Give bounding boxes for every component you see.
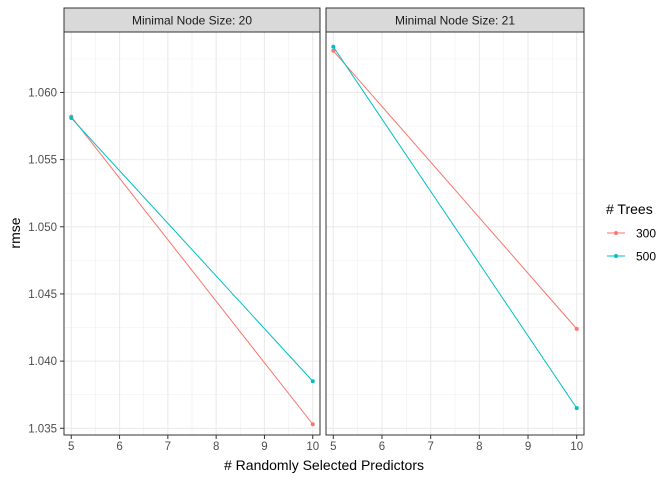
panel-1-series-line-300 bbox=[70, 116, 314, 425]
panel-node-size-20: Minimal Node Size: 20 5 6 7 8 9 10 bbox=[63, 7, 321, 453]
panel-1-grid bbox=[64, 32, 320, 435]
panel-1-x-tick-label-9: 9 bbox=[261, 441, 267, 453]
legend-key-point-300 bbox=[614, 231, 618, 235]
panel-2-point-500-x5 bbox=[331, 44, 336, 49]
panel-2-point-300-x10 bbox=[574, 326, 579, 331]
x-axis-title: # Randomly Selected Predictors bbox=[224, 457, 424, 473]
y-tick-label-1-035: 1.035 bbox=[28, 423, 57, 435]
legend-item-500: 500 bbox=[607, 250, 656, 264]
panel-1-point-300-x10 bbox=[310, 422, 315, 427]
y-tick-label-1-06: 1.060 bbox=[28, 87, 57, 99]
panel-2-strip bbox=[325, 7, 585, 33]
y-tick-label-1-04: 1.040 bbox=[28, 356, 57, 368]
panel-2-x-axis: 5 6 7 8 9 10 bbox=[330, 435, 583, 453]
panel-1-x-tick-label-5: 5 bbox=[68, 441, 74, 453]
panel-2-x-tick-label-5: 5 bbox=[330, 441, 336, 453]
panel-1-x-axis: 5 6 7 8 9 10 bbox=[68, 435, 319, 453]
panel-1-series-line-500 bbox=[70, 117, 314, 382]
panel-1-point-500-x5 bbox=[69, 115, 74, 120]
legend-label-500: 500 bbox=[636, 250, 656, 264]
panel-2-x-tick-label-9: 9 bbox=[525, 441, 531, 453]
panel-2-x-tick-label-8: 8 bbox=[476, 441, 482, 453]
legend: # Trees 300 500 bbox=[606, 201, 656, 264]
y-tick-label-1-05: 1.050 bbox=[28, 222, 57, 234]
panel-node-size-21: Minimal Node Size: 21 5 6 7 8 9 10 bbox=[325, 7, 585, 453]
panel-2-series-line-300 bbox=[332, 50, 578, 330]
y-tick-label-1-045: 1.045 bbox=[28, 289, 57, 301]
y-axis-title: rmse bbox=[7, 217, 23, 248]
panel-1-x-tick-label-6: 6 bbox=[116, 441, 122, 453]
legend-key-point-500 bbox=[614, 254, 618, 258]
legend-item-300: 300 bbox=[607, 227, 656, 241]
panel-2-x-tick-label-7: 7 bbox=[427, 441, 433, 453]
legend-label-300: 300 bbox=[636, 227, 656, 241]
panel-1-marks bbox=[69, 114, 315, 427]
panel-2-x-tick-label-10: 10 bbox=[570, 441, 583, 453]
legend-title: # Trees bbox=[606, 201, 653, 217]
panel-2-grid bbox=[326, 32, 584, 435]
y-axis: 1.035 1.040 1.045 1.050 1.055 1.060 bbox=[28, 87, 64, 435]
y-tick-label-1-055: 1.055 bbox=[28, 155, 57, 167]
panel-1-point-500-x10 bbox=[310, 379, 315, 384]
panel-2-point-500-x10 bbox=[574, 406, 579, 411]
panel-1-strip-label: Minimal Node Size: 20 bbox=[132, 14, 252, 28]
panel-1-strip bbox=[63, 7, 321, 33]
panel-2-marks bbox=[331, 44, 579, 411]
panel-2-x-tick-label-6: 6 bbox=[379, 441, 385, 453]
panel-1-x-tick-label-8: 8 bbox=[213, 441, 219, 453]
panel-1-x-tick-label-7: 7 bbox=[165, 441, 171, 453]
panel-2-series-line-500 bbox=[332, 46, 578, 409]
panel-1-x-tick-label-10: 10 bbox=[306, 441, 319, 453]
panel-2-point-300-x5 bbox=[331, 48, 336, 53]
panel-2-strip-label: Minimal Node Size: 21 bbox=[395, 14, 515, 28]
